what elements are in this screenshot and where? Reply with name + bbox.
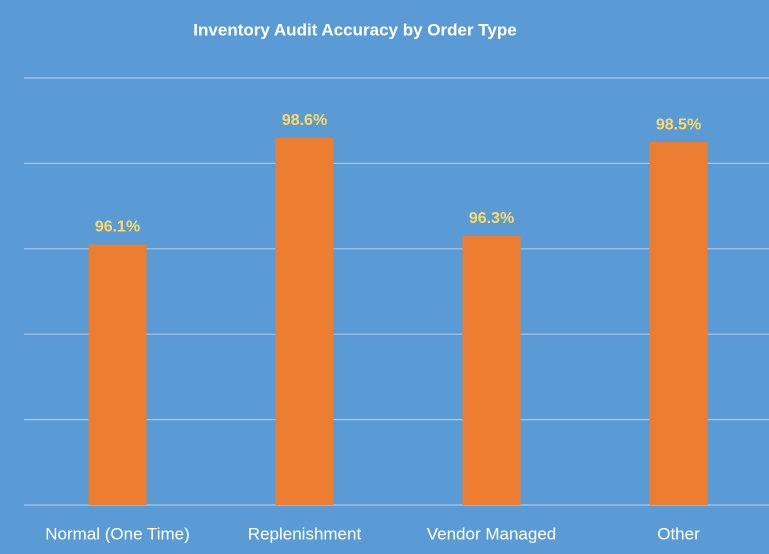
chart-title: Inventory Audit Accuracy by Order Type	[193, 20, 516, 39]
bar	[275, 137, 334, 505]
x-tick-label: Other	[657, 524, 700, 543]
value-label: 98.5%	[656, 116, 701, 133]
x-tick-label: Normal (One Time)	[45, 524, 190, 543]
bar	[649, 142, 708, 506]
bar	[88, 244, 147, 505]
x-tick-label: Replenishment	[248, 524, 362, 543]
bar	[462, 235, 521, 506]
value-label: 96.1%	[95, 219, 140, 236]
value-label: 96.3%	[469, 210, 514, 227]
x-tick-label: Vendor Managed	[427, 524, 557, 543]
value-label: 98.6%	[282, 112, 327, 129]
